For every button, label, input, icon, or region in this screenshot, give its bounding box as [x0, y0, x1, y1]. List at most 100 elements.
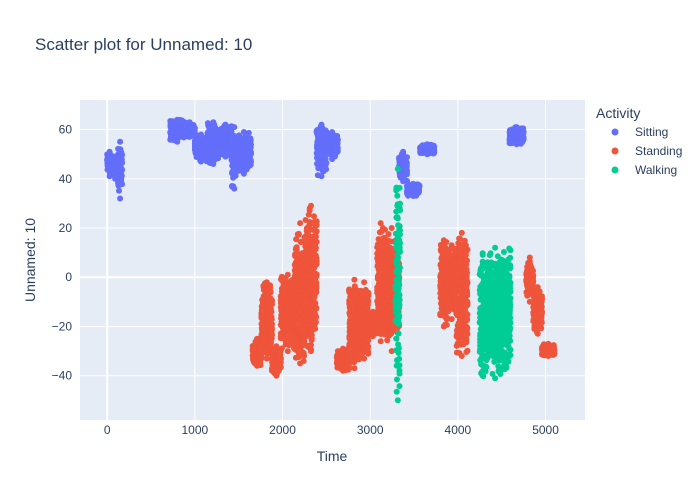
data-point: [263, 355, 270, 362]
data-point: [198, 158, 204, 165]
data-point: [240, 170, 247, 177]
data-point: [267, 289, 274, 296]
data-point: [410, 180, 417, 187]
series-sitting: [104, 116, 527, 202]
data-point: [313, 313, 320, 320]
data-point: [312, 319, 319, 326]
data-point: [117, 195, 124, 202]
data-point: [340, 345, 346, 352]
grid-lines: [80, 100, 585, 420]
data-point: [431, 147, 438, 154]
data-point: [404, 154, 410, 161]
data-point: [116, 187, 122, 194]
data-point: [329, 156, 336, 163]
data-point: [269, 326, 275, 333]
data-point: [351, 365, 358, 372]
data-point: [106, 148, 113, 155]
data-point: [119, 159, 126, 166]
data-point: [268, 308, 275, 315]
data-point: [297, 220, 304, 227]
chart-title: Scatter plot for Unnamed: 10: [35, 35, 252, 54]
data-point: [258, 354, 265, 361]
data-point: [247, 136, 254, 143]
data-point: [424, 151, 431, 158]
data-point: [269, 332, 275, 338]
data-point: [410, 193, 417, 199]
data-point: [277, 355, 284, 362]
data-point: [210, 161, 217, 167]
data-point: [248, 141, 254, 148]
data-point: [198, 131, 204, 138]
data-point: [351, 276, 358, 283]
data-point: [273, 343, 280, 350]
data-point: [313, 228, 320, 235]
data-point: [313, 285, 320, 292]
data-point: [263, 279, 270, 286]
data-point: [117, 138, 124, 145]
data-point: [313, 238, 320, 245]
data-point: [119, 166, 126, 173]
data-point: [222, 153, 229, 160]
data-point: [404, 168, 410, 175]
data-point: [416, 183, 423, 190]
data-point: [191, 125, 198, 132]
data-point: [313, 222, 320, 228]
data-point: [313, 305, 320, 312]
data-point: [186, 133, 193, 140]
data-point: [231, 124, 238, 131]
data-points: [104, 116, 558, 404]
data-point: [400, 148, 407, 155]
data-point: [361, 355, 368, 362]
data-point: [369, 333, 376, 340]
data-point: [365, 292, 372, 299]
data-point: [186, 119, 193, 126]
data-point: [340, 367, 346, 374]
data-point: [520, 128, 527, 135]
data-point: [301, 352, 307, 359]
data-point: [248, 158, 254, 165]
data-point: [254, 362, 261, 369]
data-point: [313, 271, 320, 278]
data-point: [174, 116, 181, 123]
data-point: [222, 121, 229, 128]
data-point: [297, 360, 304, 367]
data-point: [346, 365, 353, 372]
data-point: [231, 185, 238, 192]
data-point: [318, 121, 325, 128]
data-point: [240, 129, 247, 135]
data-point: [273, 372, 280, 379]
data-point: [513, 124, 520, 131]
data-point: [293, 244, 300, 251]
data-point: [312, 244, 319, 251]
data-point: [318, 173, 325, 180]
data-point: [513, 141, 520, 148]
data-point: [284, 271, 291, 278]
data-point: [334, 137, 341, 143]
data-point: [323, 159, 330, 166]
data-point: [245, 129, 252, 136]
data-point: [329, 129, 336, 135]
data-point: [269, 297, 275, 304]
data-point: [334, 144, 341, 151]
data-point: [119, 151, 126, 158]
data-point: [520, 136, 527, 143]
data-point: [119, 181, 126, 188]
data-point: [400, 178, 407, 185]
data-point: [313, 280, 320, 287]
data-point: [312, 325, 319, 332]
data-point: [361, 279, 368, 286]
data-point: [365, 343, 372, 350]
data-point: [308, 332, 315, 339]
data-point: [268, 316, 275, 323]
data-point: [308, 348, 314, 355]
data-point: [365, 298, 372, 305]
data-point: [174, 138, 181, 145]
data-point: [424, 141, 431, 148]
data-point: [313, 261, 320, 267]
data-point: [248, 150, 254, 157]
data-point: [295, 231, 302, 238]
data-point: [215, 155, 222, 162]
data-point: [210, 119, 217, 126]
data-point: [365, 349, 372, 356]
